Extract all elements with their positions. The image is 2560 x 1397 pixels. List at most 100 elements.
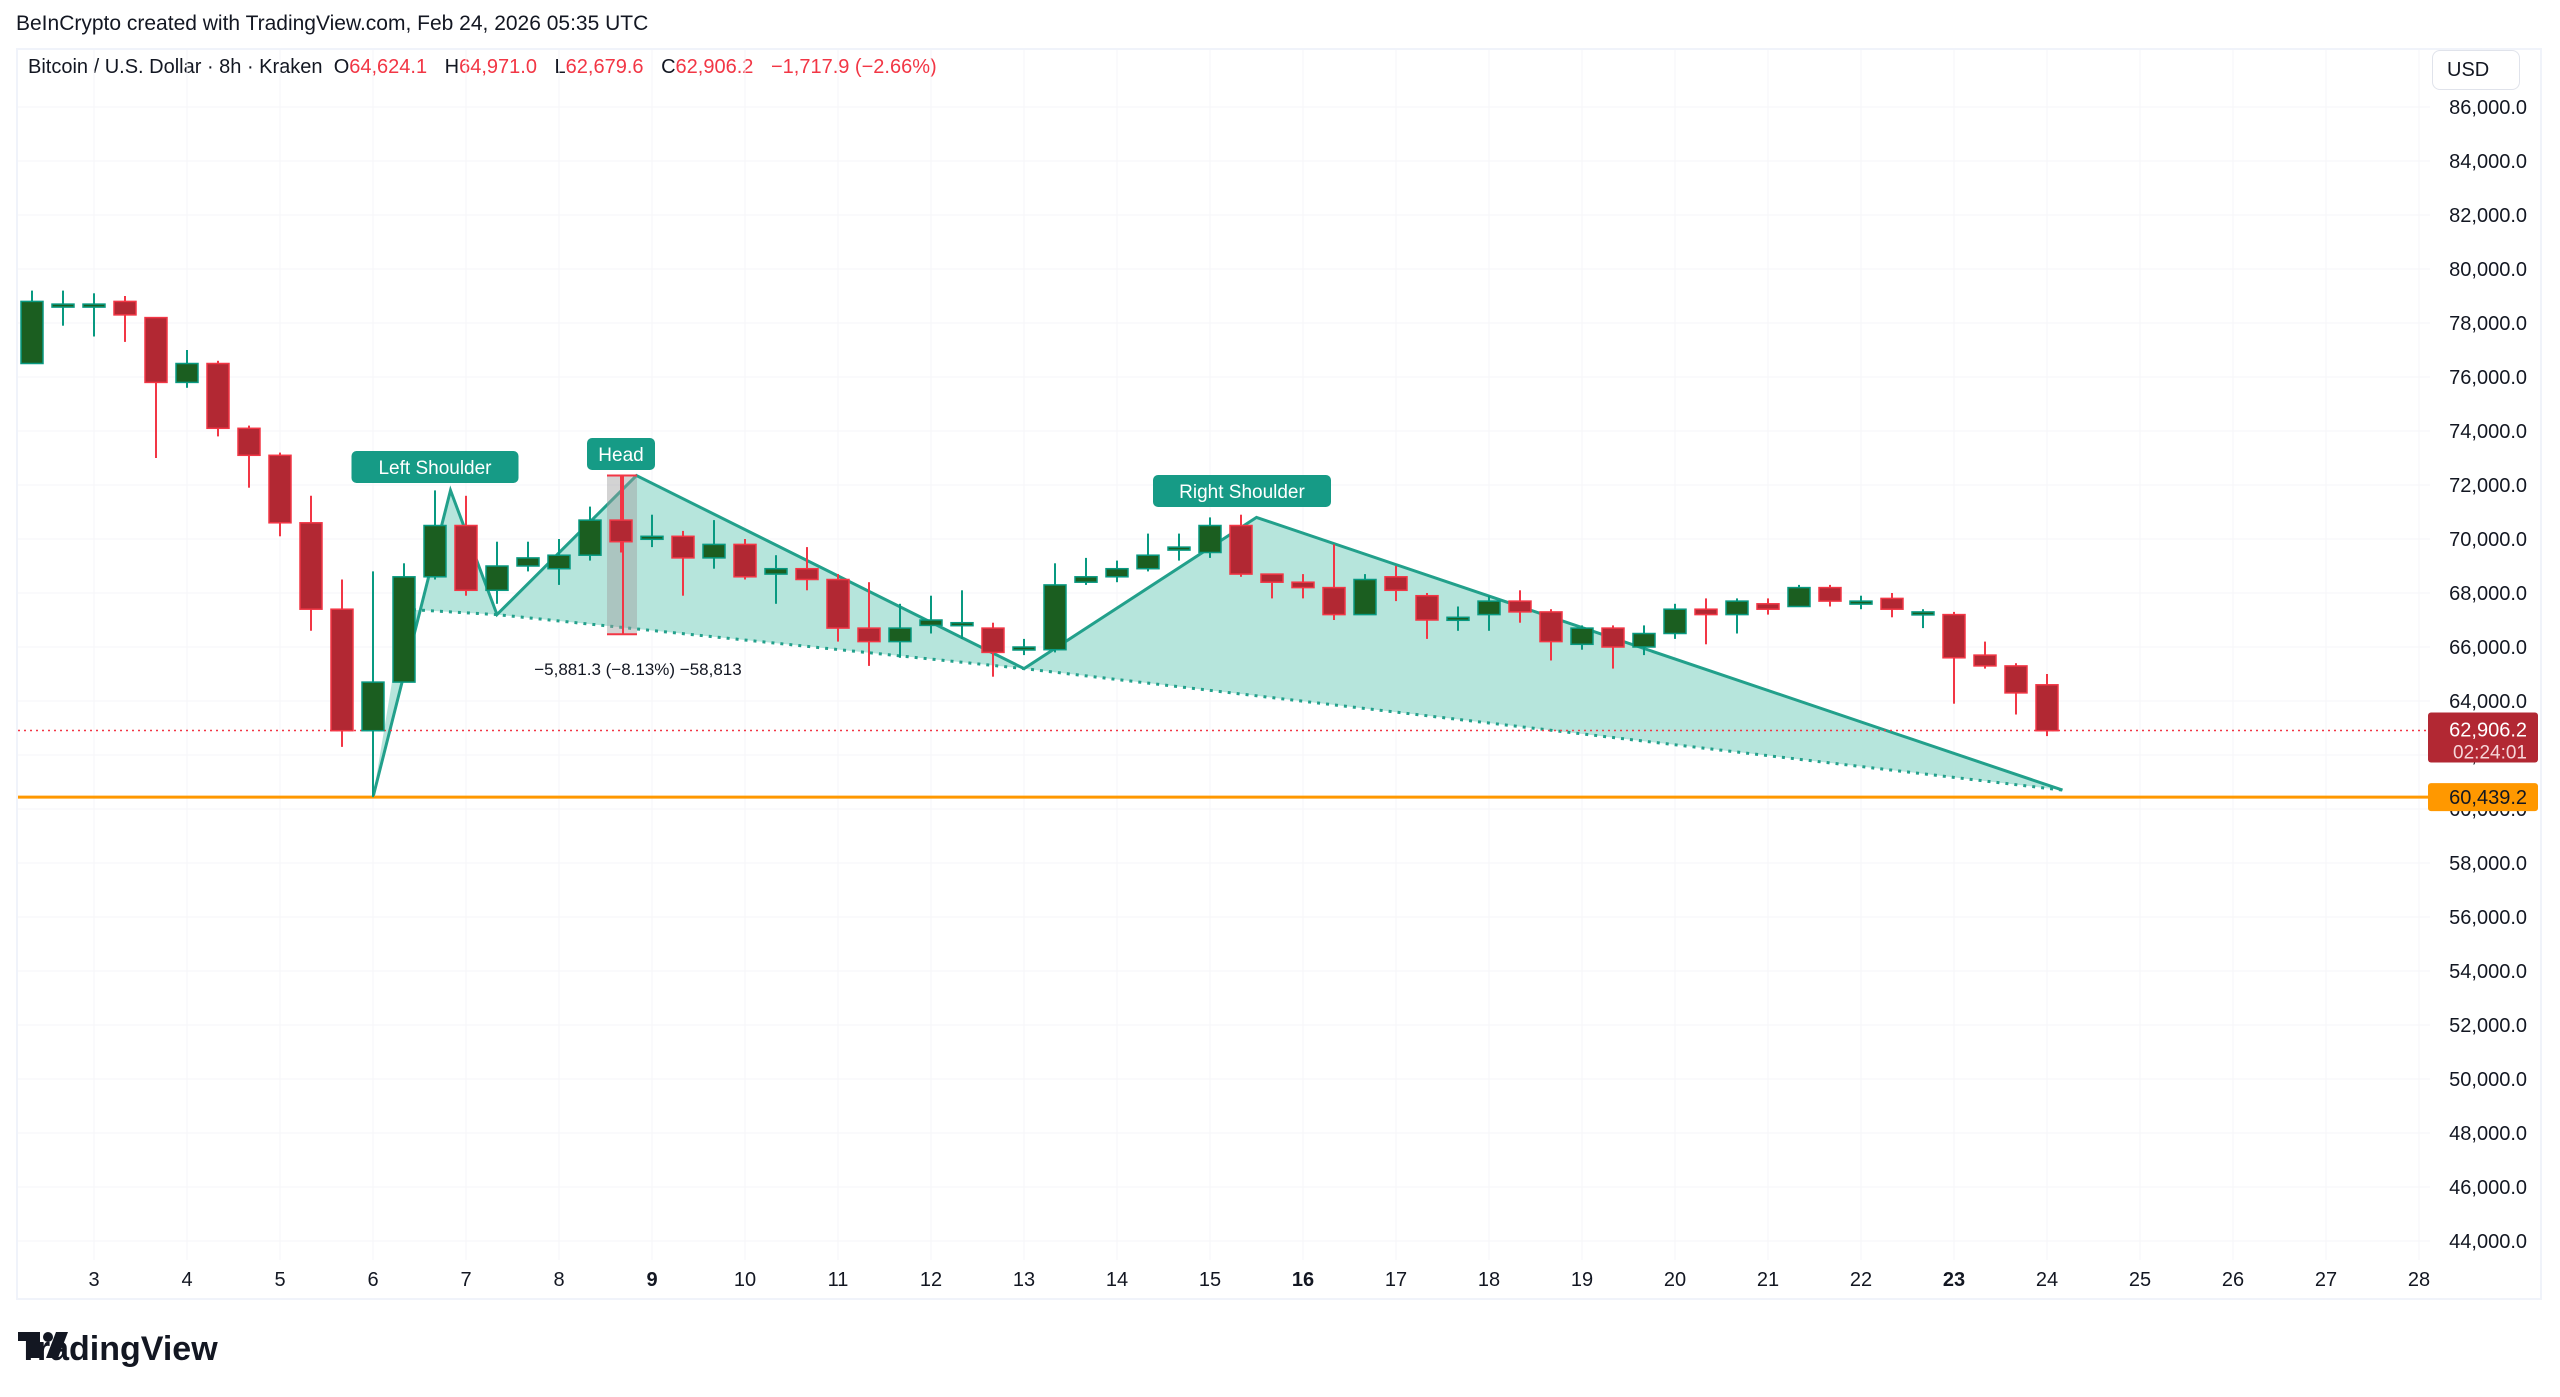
candle[interactable]	[2035, 674, 2059, 737]
x-tick-label: 5	[274, 1269, 285, 1291]
candle[interactable]	[1694, 598, 1718, 645]
x-tick-label: 25	[2129, 1269, 2151, 1291]
candle[interactable]	[1973, 641, 1997, 669]
candle[interactable]	[1477, 595, 1501, 631]
y-tick-label: 54,000.0	[2449, 961, 2527, 983]
right-shoulder-badge[interactable]	[1153, 475, 1331, 507]
candle[interactable]	[1353, 574, 1377, 616]
x-tick-label: 8	[553, 1269, 564, 1291]
candle[interactable]	[392, 563, 416, 683]
candle[interactable]	[1198, 517, 1222, 558]
head-badge[interactable]	[587, 438, 655, 470]
candle[interactable]	[826, 574, 850, 642]
candle[interactable]	[144, 316, 168, 458]
x-tick-label: 9	[646, 1269, 657, 1291]
candle[interactable]	[1942, 611, 1966, 704]
candle[interactable]	[361, 571, 385, 798]
candle[interactable]	[764, 555, 788, 604]
x-tick-label: 16	[1292, 1269, 1314, 1291]
candle[interactable]	[1446, 606, 1470, 631]
low-label: L	[554, 56, 566, 78]
candle[interactable]	[51, 290, 75, 326]
candle[interactable]	[1508, 590, 1532, 623]
candle[interactable]	[330, 579, 354, 747]
candle[interactable]	[423, 490, 447, 580]
candle[interactable]	[1105, 560, 1129, 583]
candle[interactable]	[671, 530, 695, 596]
candle[interactable]	[1074, 557, 1098, 585]
candle[interactable]	[609, 475, 633, 553]
candle[interactable]	[1167, 533, 1191, 561]
candle[interactable]	[485, 541, 509, 604]
candle[interactable]	[1012, 638, 1036, 656]
candle[interactable]	[1632, 625, 1656, 656]
candle[interactable]	[20, 290, 44, 365]
candle[interactable]	[795, 547, 819, 591]
currency-button[interactable]: USD	[2432, 50, 2520, 90]
support-price-badge	[2428, 783, 2538, 812]
candle[interactable]	[1818, 584, 1842, 607]
y-tick-label: 46,000.0	[2449, 1177, 2527, 1199]
candle[interactable]	[1570, 625, 1594, 650]
candle[interactable]	[1911, 609, 1935, 629]
candle[interactable]	[919, 595, 943, 634]
candle[interactable]	[1539, 609, 1563, 661]
y-tick-label: 78,000.0	[2449, 313, 2527, 335]
candle[interactable]	[1849, 595, 1873, 610]
x-tick-label: 28	[2408, 1269, 2430, 1291]
x-tick-label: 17	[1385, 1269, 1407, 1291]
x-tick-label: 18	[1478, 1269, 1500, 1291]
candle[interactable]	[888, 603, 912, 658]
candle[interactable]	[857, 582, 881, 666]
candle[interactable]	[454, 495, 478, 596]
candle[interactable]	[950, 590, 974, 639]
high-value: 64,971.0	[459, 56, 537, 78]
y-tick-label: 74,000.0	[2449, 421, 2527, 443]
candle[interactable]	[1880, 593, 1904, 618]
candle[interactable]	[237, 425, 261, 488]
candle[interactable]	[1787, 584, 1811, 608]
open-label: O	[333, 56, 350, 78]
candle[interactable]	[640, 514, 664, 548]
x-tick-label: 13	[1013, 1269, 1035, 1291]
x-tick-label: 21	[1757, 1269, 1779, 1291]
y-tick-label: 80,000.0	[2449, 259, 2527, 281]
candle[interactable]	[1663, 603, 1687, 639]
candle[interactable]	[1756, 598, 1780, 615]
symbol-legend: Bitcoin / U.S. Dollar · 8h · Kraken O64,…	[28, 56, 949, 79]
x-tick-label: 11	[828, 1269, 849, 1291]
candle[interactable]	[1136, 533, 1160, 572]
candle[interactable]	[578, 506, 602, 561]
candle[interactable]	[299, 495, 323, 631]
x-tick-label: 14	[1106, 1269, 1128, 1291]
candle[interactable]	[1043, 563, 1067, 653]
candle[interactable]	[733, 539, 757, 580]
last-price-label: 62,906.2	[2449, 720, 2527, 742]
neckline[interactable]	[403, 607, 2063, 792]
candle[interactable]	[981, 622, 1005, 677]
y-tick-label: 84,000.0	[2449, 151, 2527, 173]
candle[interactable]	[1725, 598, 1749, 634]
candle[interactable]	[1384, 566, 1408, 602]
candle[interactable]	[1415, 593, 1439, 639]
measure-label: −5,881.3 (−8.13%) −58,813	[534, 660, 741, 679]
candle[interactable]	[206, 360, 230, 437]
candle[interactable]	[1229, 514, 1253, 577]
candle[interactable]	[547, 539, 571, 585]
candle[interactable]	[1601, 625, 1625, 669]
candle[interactable]	[82, 293, 106, 337]
y-tick-label: 56,000.0	[2449, 907, 2527, 929]
open-value: 64,624.1	[349, 56, 428, 78]
candle[interactable]	[2004, 663, 2028, 715]
candle[interactable]	[1322, 544, 1346, 620]
candle[interactable]	[268, 452, 292, 537]
candle[interactable]	[113, 296, 137, 342]
left-shoulder-badge[interactable]	[351, 451, 519, 483]
candle[interactable]	[1260, 573, 1284, 599]
candle[interactable]	[516, 541, 540, 572]
candle[interactable]	[702, 520, 726, 569]
chart-credit: BeInCrypto created with TradingView.com,…	[16, 12, 649, 35]
candle[interactable]	[175, 350, 199, 388]
candle[interactable]	[1291, 574, 1315, 599]
